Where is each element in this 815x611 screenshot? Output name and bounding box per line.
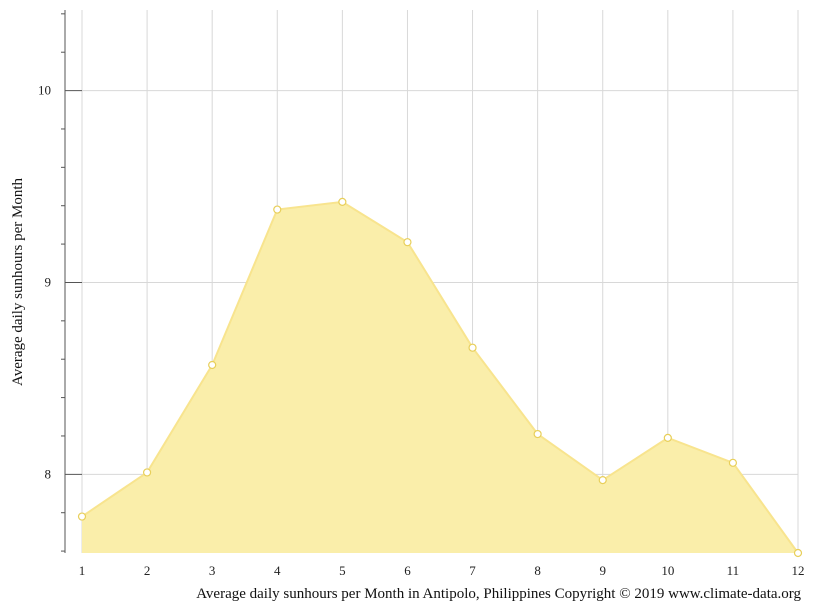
data-point — [338, 197, 347, 206]
data-markers — [77, 197, 803, 558]
data-point — [403, 238, 412, 247]
x-tick-label: 6 — [404, 563, 411, 578]
data-point — [142, 468, 152, 477]
area-fill — [82, 201, 798, 553]
y-tick-label: 9 — [45, 274, 52, 289]
data-point — [208, 360, 217, 370]
x-tick-label: 5 — [339, 563, 346, 578]
data-point — [598, 475, 607, 485]
y-tick-label: 10 — [38, 83, 51, 98]
data-point — [793, 548, 803, 558]
x-tick-label: 11 — [727, 563, 740, 578]
area-layer — [81, 200, 799, 554]
x-tick-label: 1 — [79, 563, 86, 578]
x-tick-label: 4 — [274, 563, 281, 578]
y-tick-label: 8 — [45, 466, 52, 481]
x-tick-label: 3 — [209, 563, 216, 578]
data-point — [533, 429, 542, 439]
x-tick-label: 2 — [144, 563, 151, 578]
y-axis-title: Average daily sunhours per Month — [10, 178, 26, 387]
data-point — [468, 343, 477, 352]
y-axis — [61, 10, 82, 553]
x-tick-label: 8 — [534, 563, 541, 578]
x-tick-label: 12 — [792, 563, 805, 578]
series-line — [81, 200, 799, 554]
data-point — [728, 458, 738, 467]
data-point — [663, 433, 672, 442]
x-tick-label: 9 — [599, 563, 606, 578]
x-tick-label: 7 — [469, 563, 476, 578]
x-tick-label: 10 — [661, 563, 674, 578]
data-point — [77, 512, 87, 521]
x-axis-title: Average daily sunhours per Month in Anti… — [196, 586, 801, 602]
data-point — [273, 205, 282, 214]
